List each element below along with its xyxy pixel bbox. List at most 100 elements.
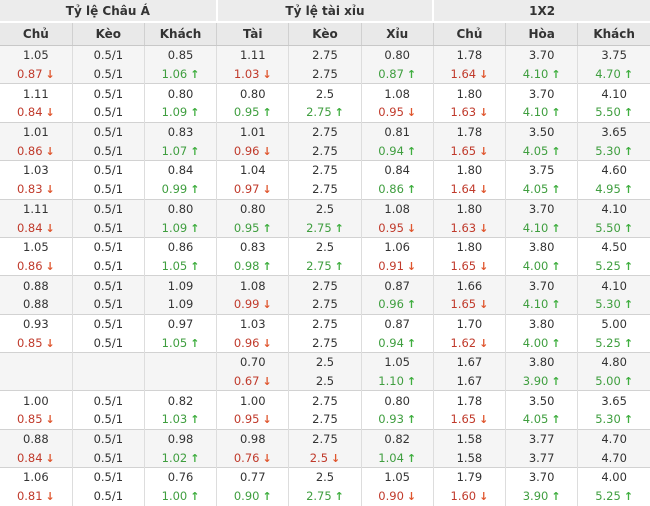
trend-up-icon: ↑ — [262, 490, 272, 504]
odds-value: 0.88 — [23, 278, 49, 293]
odds-cell: 2.75 ↑ — [288, 486, 362, 506]
odds-value: 1.67 — [456, 355, 483, 370]
odds-cell: 0.5/1 — [72, 448, 145, 468]
odds-cell: 1.09 ↑ — [144, 103, 218, 123]
odds-cell: 2.5 ↓ — [288, 448, 362, 468]
odds-value: 0.70 — [239, 355, 266, 370]
odds-value: 2.75 — [312, 316, 338, 331]
odds-cell: 4.10 — [577, 198, 650, 219]
odds-cell: 1.09 ↑ — [144, 218, 218, 238]
odds-value: 0.81 — [16, 489, 43, 504]
odds-value: 1.09 — [161, 220, 188, 235]
odds-value: 0.81 — [384, 125, 410, 140]
trend-up-icon: ↑ — [623, 144, 634, 158]
odds-cell: 1.09 — [144, 275, 218, 295]
odds-value: 2.75 — [312, 278, 338, 293]
odds-value: 0.86 — [378, 182, 404, 197]
odds-value: 1.03 — [233, 67, 260, 82]
trend-down-icon: ↓ — [45, 451, 55, 465]
odds-value: 0.98 — [233, 258, 260, 273]
odds-value: 0.80 — [384, 48, 410, 63]
odds-cell: 1.65 ↓ — [433, 410, 507, 430]
odds-row: 0.85 ↓ 0.5/1 1.03 ↑ 0.95 ↓ 2.75 0.93 ↑ 1.65 ↓ 4.05 ↑ 5… — [0, 410, 650, 430]
odds-value: 4.10 — [601, 86, 627, 101]
trend-down-icon: ↓ — [479, 413, 489, 427]
odds-value: 0.98 — [167, 432, 194, 447]
odds-cell: 0.84 — [144, 160, 218, 180]
odds-cell: 3.80 — [505, 236, 579, 257]
odds-cell: 2.5 — [288, 351, 362, 372]
odds-cell: 1.80 — [433, 160, 507, 180]
odds-value: 1.04 — [239, 163, 266, 178]
odds-row: 1.05 0.5/1 0.86 0.83 2.5 1.06 1.80 3.80 4.50 — [0, 236, 650, 257]
odds-value: 1.80 — [456, 201, 483, 216]
odds-cell: 1.00 — [216, 390, 290, 411]
odds-cell: 0.5/1 — [72, 179, 145, 199]
odds-value: 0.76 — [167, 470, 194, 485]
odds-cell: 1.11 — [216, 45, 290, 65]
odds-value: 0.76 — [233, 450, 260, 465]
odds-value: 4.70 — [595, 67, 621, 82]
odds-value: 0.85 — [16, 335, 43, 350]
odds-cell: 0.80 — [361, 390, 434, 411]
odds-value: 0.5/1 — [93, 258, 124, 273]
trend-up-icon: ↑ — [190, 221, 200, 235]
odds-value: 0.83 — [167, 125, 194, 140]
col-header-ou-under: Xỉu — [361, 22, 434, 46]
trend-down-icon: ↓ — [331, 451, 341, 465]
odds-value: 1.63 — [450, 220, 477, 235]
trend-up-icon: ↑ — [190, 106, 200, 120]
trend-down-icon: ↓ — [262, 413, 272, 427]
odds-cell: 0.88 — [0, 294, 73, 315]
odds-cell — [0, 371, 73, 391]
odds-cell: 0.93 ↑ — [361, 410, 434, 430]
odds-cell: 0.88 — [0, 428, 73, 449]
odds-value: 0.80 — [384, 393, 410, 408]
odds-value: 2.75 — [312, 335, 338, 350]
odds-value: 3.75 — [601, 48, 627, 63]
odds-row: 0.88 0.5/1 1.09 1.08 2.75 0.87 1.66 3.70 4.10 — [0, 275, 650, 295]
odds-cell: 0.77 — [216, 467, 290, 487]
odds-cell: 1.05 — [0, 236, 73, 257]
trend-up-icon: ↑ — [190, 259, 200, 273]
odds-value: 1.08 — [384, 86, 410, 101]
odds-cell — [72, 371, 145, 391]
odds-cell: 0.86 ↓ — [0, 141, 73, 161]
odds-cell: 1.06 — [361, 236, 434, 257]
odds-cell: 1.07 ↑ — [144, 141, 218, 161]
odds-cell: 0.95 ↓ — [361, 103, 434, 123]
trend-up-icon: ↑ — [406, 183, 417, 197]
odds-value: 0.5/1 — [93, 240, 124, 255]
odds-cell: 3.70 — [505, 83, 579, 104]
odds-cell: 0.5/1 — [72, 410, 145, 430]
odds-value: 0.5/1 — [93, 316, 124, 331]
odds-value: 0.67 — [233, 374, 260, 389]
odds-value: 0.84 — [16, 450, 43, 465]
odds-cell: 1.04 — [216, 160, 290, 180]
odds-value: 1.09 — [167, 278, 194, 293]
odds-cell: 0.91 ↓ — [361, 256, 434, 276]
odds-cell: 1.78 — [433, 45, 507, 65]
odds-cell: 5.30 ↑ — [577, 141, 650, 161]
odds-cell: 0.5/1 — [72, 103, 145, 123]
odds-cell: 1.04 ↑ — [361, 448, 434, 468]
odds-cell: 2.75 — [288, 160, 362, 180]
odds-cell: 1.65 ↓ — [433, 141, 507, 161]
odds-value: 1.67 — [456, 374, 483, 389]
odds-cell: 1.58 — [433, 428, 507, 449]
odds-value: 0.87 — [378, 67, 404, 82]
odds-cell: 0.85 — [144, 45, 218, 65]
trend-up-icon: ↑ — [623, 490, 634, 504]
odds-cell: 4.70 ↑ — [577, 64, 650, 84]
odds-cell: 0.98 ↑ — [216, 256, 290, 276]
odds-cell: 0.95 ↓ — [216, 410, 290, 430]
odds-value: 1.02 — [161, 450, 188, 465]
odds-cell: 0.97 — [144, 313, 218, 334]
odds-cell: 4.00 — [577, 467, 650, 487]
odds-value: 1.66 — [456, 278, 483, 293]
odds-cell: 0.5/1 — [72, 64, 145, 84]
odds-value: 1.65 — [450, 412, 477, 427]
odds-value: 2.75 — [312, 182, 338, 197]
odds-value: 4.70 — [601, 450, 627, 465]
odds-value: 1.05 — [23, 48, 49, 63]
